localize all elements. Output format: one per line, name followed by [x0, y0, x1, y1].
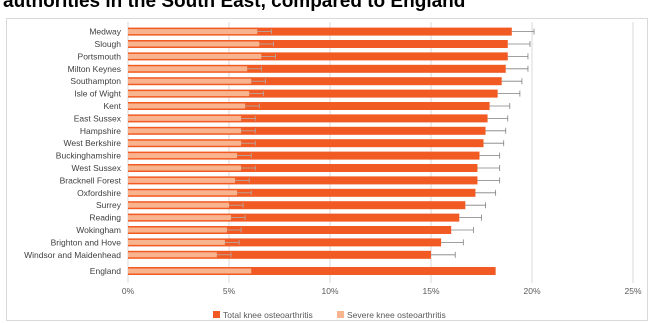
bar-total [128, 139, 484, 148]
bar-total [128, 52, 508, 61]
legend-label-total: Total knee osteoarthritis [223, 310, 313, 320]
bar-total [128, 267, 496, 275]
category-label: Hampshire [80, 126, 121, 136]
category-label: Portsmouth [78, 51, 122, 61]
legend-swatch-total [213, 311, 220, 318]
bar-severe [128, 78, 252, 84]
bar-total [128, 114, 488, 123]
bar-total [128, 226, 452, 234]
bar-severe [128, 268, 252, 274]
category-label: Wokingham [76, 225, 121, 235]
x-tick-label: 0% [122, 286, 135, 296]
x-tick-label: 20% [523, 286, 540, 296]
bar-severe [128, 115, 242, 121]
bar-severe [128, 202, 229, 208]
x-tick-label: 15% [422, 286, 439, 296]
bar-severe [128, 91, 250, 97]
chart-title: authorities in the South East, compared … [3, 0, 466, 12]
bar-total [128, 238, 442, 247]
bar-severe [128, 165, 242, 171]
bar-severe [128, 41, 260, 47]
category-label: Medway [89, 27, 121, 37]
category-label: Buckinghamshire [56, 151, 121, 161]
category-label: Kent [104, 101, 122, 111]
x-tick-label: 25% [624, 286, 641, 296]
category-label: Reading [89, 213, 121, 223]
category-label: West Sussex [72, 163, 122, 173]
bar-total [128, 27, 512, 36]
category-label: Windsor and Maidenhead [24, 250, 121, 260]
legend-swatch-severe [337, 311, 344, 318]
bar-total [128, 102, 490, 110]
category-label: Isle of Wight [74, 89, 121, 99]
bar-severe [128, 177, 236, 183]
category-label: Southampton [70, 76, 121, 86]
x-tick-label: 10% [321, 286, 338, 296]
bar-severe [128, 252, 217, 258]
bar-total [128, 64, 506, 73]
category-label: Surrey [96, 200, 122, 210]
category-label: Milton Keynes [68, 64, 121, 74]
bar-total [128, 151, 480, 160]
category-label: Oxfordshire [77, 188, 121, 198]
bar-total [128, 40, 508, 48]
bar-severe [128, 53, 262, 59]
bar-total [128, 164, 478, 172]
category-label: East Sussex [74, 113, 122, 123]
bar-severe [128, 29, 258, 35]
category-label: Bracknell Forest [60, 175, 122, 185]
bar-total [128, 213, 460, 222]
category-label: Brighton and Hove [51, 237, 122, 247]
bar-severe [128, 128, 242, 134]
category-label: Slough [95, 39, 122, 49]
bar-total [128, 201, 466, 210]
bar-severe [128, 215, 232, 221]
bar-total [128, 188, 476, 197]
bar-severe [128, 239, 225, 245]
bar-total [128, 126, 486, 135]
bar-severe [128, 190, 238, 196]
bar-total [128, 77, 502, 86]
bar-severe [128, 153, 238, 159]
bar-severe [128, 140, 242, 146]
category-label: West Berkshire [64, 138, 122, 148]
x-tick-label: 5% [223, 286, 236, 296]
category-label: England [90, 266, 121, 276]
chart-frame [6, 18, 648, 321]
bar-severe [128, 103, 246, 109]
legend-label-severe: Severe knee osteoarthritis [347, 310, 446, 320]
bar-total [128, 89, 498, 98]
bar-total [128, 250, 431, 259]
bar-severe [128, 227, 227, 233]
bar-severe [128, 66, 248, 72]
bar-total [128, 176, 478, 185]
